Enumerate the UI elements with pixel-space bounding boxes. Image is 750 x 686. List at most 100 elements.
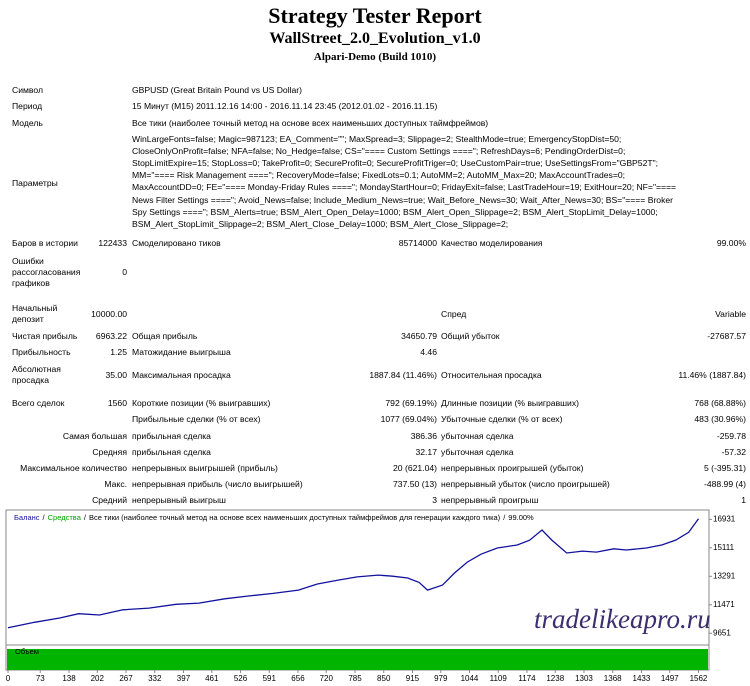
x-tick-label: 332	[148, 674, 162, 683]
stat-value: -57.32	[721, 447, 746, 457]
stat-value: 85714000	[398, 238, 437, 248]
parameter-line: WinLargeFonts=false; Magic=987123; EA_Co…	[132, 133, 622, 144]
x-tick-label: 1497	[661, 674, 679, 683]
server-name: Alpari-Demo (Build 1010)	[313, 51, 437, 63]
x-tick-label: 0	[6, 674, 11, 683]
info-label: Символ	[12, 85, 43, 95]
stat-value: 3	[432, 495, 437, 505]
stat-value: 792 (69.19%)	[385, 398, 437, 408]
x-tick-label: 915	[406, 674, 420, 683]
stat-value: 11.46% (1887.84)	[678, 370, 746, 380]
stat-label: Средний	[92, 495, 127, 505]
x-tick-label: 461	[205, 674, 219, 683]
parameter-line: Spy Settings ===="; BSM_Alerts=true; BSM…	[132, 206, 658, 217]
stat-value: 122433	[98, 238, 127, 248]
stat-value: 35.00	[105, 370, 127, 380]
report-title: Strategy Tester Report	[268, 3, 482, 28]
stat-value: 1077 (69.04%)	[380, 414, 437, 424]
stat-value: 20 (621.04)	[393, 463, 437, 473]
stat-label: убыточная сделка	[441, 431, 514, 441]
stat-label: Максимальное количество	[20, 463, 127, 473]
legend-entry: Баланс	[14, 513, 40, 522]
stat-value: 1.25	[110, 347, 127, 357]
stat-value: 768 (68.88%)	[694, 398, 746, 408]
stat-label: Качество моделирования	[441, 238, 543, 248]
x-tick-label: 656	[291, 674, 305, 683]
stat-label: Самая большая	[62, 431, 127, 441]
stat-value: 10000.00	[91, 309, 127, 319]
stat-value: 5 (-395.31)	[703, 463, 746, 473]
stat-label: Баров в истории	[12, 237, 78, 248]
y-tick-label: 15111	[713, 543, 735, 552]
expert-name: WallStreet_2.0_Evolution_v1.0	[269, 30, 481, 47]
x-tick-label: 73	[36, 674, 45, 683]
stat-label: Средняя	[92, 447, 127, 457]
x-tick-label: 1044	[461, 674, 479, 683]
stat-value: 99.00%	[716, 238, 746, 248]
stat-label: Прибыльные сделки (% от всех)	[132, 414, 261, 424]
model-note: Все тики (наиболее точный метод на основ…	[89, 513, 501, 522]
stat-label: прибыльная сделка	[132, 431, 211, 441]
watermark: tradelikeapro.ru	[534, 604, 711, 634]
legend: Баланс / Средства / Все тики (наиболее точны…	[14, 513, 534, 522]
stat-label: непрерывных выигрышей (прибыль)	[132, 463, 278, 473]
stat-label: прибыльная сделка	[132, 447, 211, 457]
stat-value: 6963.22	[95, 331, 127, 341]
stat-label: Матожидание выигрыша	[132, 347, 231, 357]
x-tick-label: 1303	[575, 674, 593, 683]
model-quality: 99.00%	[508, 513, 534, 522]
info-label: Модель	[12, 118, 43, 128]
stat-label: Общий убыток	[441, 331, 500, 341]
parameters-label: Параметры	[12, 178, 58, 188]
stat-label: Короткие позиции (% выигравших)	[132, 398, 271, 408]
stat-value: 0	[122, 267, 127, 277]
stat-label: Абсолютная просадка	[12, 364, 61, 385]
stat-label: Всего сделок	[12, 397, 65, 408]
stat-label: Ошибки рассогласования графиков	[12, 255, 81, 288]
x-tick-label: 1109	[490, 674, 508, 683]
stat-label: непрерывная прибыль (число выигрышей)	[132, 479, 303, 489]
y-tick-label: 9651	[713, 628, 731, 637]
parameter-line: StopLimitExpire=15; StopLoss=0; TakeProf…	[132, 157, 659, 168]
x-tick-label: 138	[62, 674, 76, 683]
info-value: GBPUSD (Great Britain Pound vs US Dollar…	[132, 85, 303, 95]
volume-label: Объем	[15, 647, 39, 656]
x-tick-label: 1174	[518, 674, 536, 683]
stat-label: непрерывный убыток (число проигрышей)	[441, 479, 610, 489]
x-tick-label: 1562	[690, 674, 708, 683]
x-tick-label: 267	[119, 674, 133, 683]
stat-value: 34650.79	[401, 331, 437, 341]
stat-label: непрерывных проигрышей (убыток)	[441, 463, 584, 473]
stat-label: Максимальная просадка	[132, 370, 231, 380]
y-tick-label: 11471	[713, 600, 735, 609]
x-tick-label: 526	[234, 674, 248, 683]
y-tick-label: 16931	[713, 514, 736, 523]
x-tick-label: 202	[91, 674, 105, 683]
legend-entry: Средства	[48, 513, 82, 522]
stat-value: 386.36	[410, 431, 437, 441]
x-tick-label: 1433	[633, 674, 651, 683]
stat-label: Прибыльность	[12, 346, 71, 357]
stat-label: Смоделировано тиков	[132, 238, 221, 248]
stat-label: непрерывный проигрыш	[441, 495, 539, 505]
stat-value: 32.17	[415, 447, 437, 457]
legend-separator: /	[84, 513, 87, 522]
stat-value: 737.50 (13)	[393, 479, 437, 489]
stat-value: 1560	[107, 398, 127, 408]
x-tick-label: 785	[348, 674, 362, 683]
info-label: Период	[12, 101, 43, 111]
stat-label: Спред	[441, 309, 467, 319]
volume-area	[7, 649, 708, 670]
parameter-line: MaxAccountDD=0; FE="==== Monday-Friday R…	[132, 182, 677, 193]
stat-label: непрерывный выигрыш	[132, 495, 226, 505]
stat-label: Макс.	[104, 479, 127, 489]
x-tick-label: 1368	[604, 674, 622, 683]
legend-separator: /	[503, 513, 506, 522]
stat-label: Начальный депозит	[12, 303, 58, 324]
stat-value: 4.46	[420, 347, 437, 357]
x-tick-label: 979	[434, 674, 448, 683]
stat-value: -259.78	[716, 431, 746, 441]
stat-value: 1887.84 (11.46%)	[369, 370, 437, 380]
